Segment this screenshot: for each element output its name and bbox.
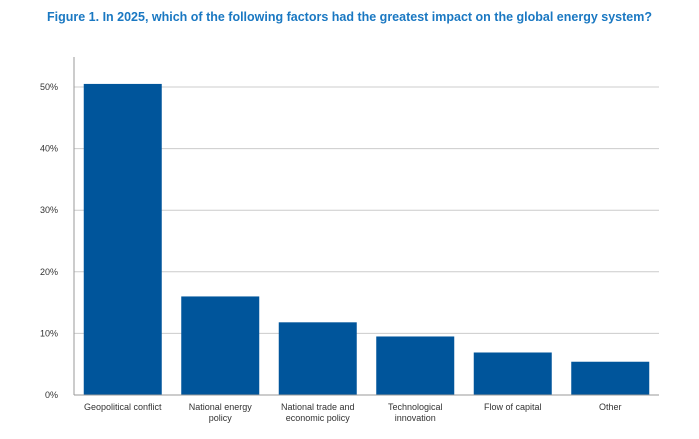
bar: [181, 296, 260, 395]
chart-title: Figure 1. In 2025, which of the followin…: [47, 10, 652, 24]
x-axis-category-labels: Geopolitical conflict National energy poli…: [84, 402, 622, 423]
x-tick-label: Technological innovation: [388, 402, 443, 423]
y-tick-label: 0%: [45, 390, 58, 400]
bar: [571, 361, 650, 395]
bar: [278, 322, 357, 395]
x-tick-label: Geopolitical conflict: [84, 402, 162, 412]
x-tick-label: National trade and economic policy: [281, 402, 355, 423]
x-tick-label: Other: [599, 402, 622, 412]
bar: [83, 83, 162, 396]
y-tick-label: 10%: [40, 328, 58, 338]
y-tick-label: 50%: [40, 82, 58, 92]
x-tick-label: National energy policy: [189, 402, 253, 423]
axes: [73, 57, 659, 396]
x-tick-label: Flow of capital: [484, 402, 542, 412]
bars: [83, 83, 650, 396]
bar: [473, 352, 552, 395]
gridlines: [74, 86, 659, 334]
y-axis-tick-labels: 0% 10% 20% 30% 40% 50%: [40, 82, 58, 400]
y-tick-label: 40%: [40, 144, 58, 154]
bar: [376, 336, 455, 395]
y-tick-label: 30%: [40, 205, 58, 215]
y-tick-label: 20%: [40, 267, 58, 277]
